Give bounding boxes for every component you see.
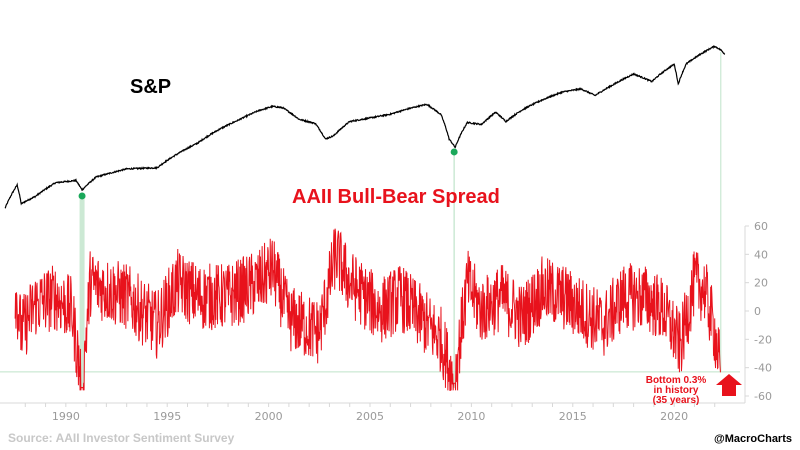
y-tick-label: 60 <box>754 220 768 233</box>
y-tick-label: 20 <box>754 277 768 290</box>
x-tick-label: 2015 <box>559 410 587 423</box>
sp-series-line <box>4 45 726 209</box>
y-tick-label: -60 <box>754 390 772 403</box>
author-handle: @MacroCharts <box>714 433 792 445</box>
annotation-line-1: Bottom 0.3% <box>646 375 707 386</box>
chart-axes <box>0 226 746 404</box>
x-tick-label: 1995 <box>153 410 181 423</box>
annotation-line-2: in history <box>653 385 698 396</box>
source-caption: Source: AAII Investor Sentiment Survey <box>8 431 235 445</box>
spread-series-line <box>14 228 721 391</box>
y-tick-label: -20 <box>754 333 772 346</box>
y-tick-label: 0 <box>754 305 761 318</box>
x-tick-label: 2010 <box>457 410 485 423</box>
y-tick-label: 40 <box>754 248 768 261</box>
spread-label: AAII Bull-Bear Spread <box>292 186 500 208</box>
y-tick-label: -40 <box>754 362 772 375</box>
annotation-line-3: (35 years) <box>653 395 700 406</box>
trough-markers <box>78 148 458 200</box>
guide-lines <box>0 52 740 388</box>
up-arrow-icon <box>716 374 742 396</box>
sp-label: S&P <box>130 76 171 98</box>
bottom-annotation: Bottom 0.3% in history (35 years) <box>646 374 742 406</box>
x-axis-ticks: 1990 1995 2000 2005 2010 2015 2020 <box>24 403 716 423</box>
x-tick-label: 2005 <box>356 410 384 423</box>
x-tick-label: 2000 <box>255 410 283 423</box>
trough-marker <box>450 148 458 156</box>
trough-marker <box>78 192 86 200</box>
right-y-axis-ticks: 60 40 20 0 -20 -40 -60 <box>745 220 772 403</box>
x-tick-label: 2020 <box>660 410 688 423</box>
x-tick-label: 1990 <box>52 410 80 423</box>
